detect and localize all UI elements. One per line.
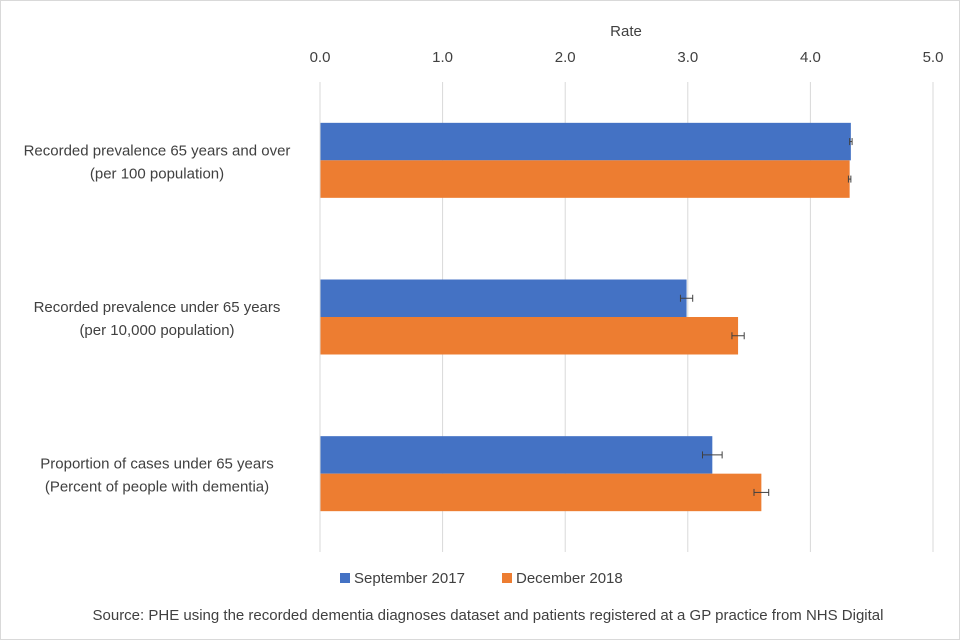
category-labels: Recorded prevalence 65 years and over (pe… bbox=[24, 142, 291, 495]
x-tick-label: 0.0 bbox=[310, 49, 331, 66]
category-label-line: Recorded prevalence 65 years and over bbox=[24, 142, 291, 159]
error-bar bbox=[847, 175, 852, 183]
error-bar bbox=[702, 451, 723, 459]
bar-september-2017 bbox=[320, 436, 713, 474]
bar-december-2018 bbox=[320, 317, 739, 355]
bar-december-2018 bbox=[320, 473, 762, 512]
x-tick-label: 3.0 bbox=[677, 49, 698, 66]
category-label-line: (per 100 population) bbox=[90, 165, 224, 182]
legend-item: December 2018 bbox=[502, 570, 623, 587]
error-bar bbox=[679, 294, 694, 302]
category-label-line: Recorded prevalence under 65 years bbox=[34, 299, 281, 316]
error-bars bbox=[679, 138, 853, 496]
x-tick-label: 2.0 bbox=[555, 49, 576, 66]
x-axis-title: Rate bbox=[610, 23, 642, 40]
error-bar bbox=[753, 488, 770, 496]
category-label-line: (per 10,000 population) bbox=[79, 322, 234, 339]
x-tick-label: 1.0 bbox=[432, 49, 453, 66]
category-label-line: Proportion of cases under 65 years bbox=[40, 456, 273, 473]
x-tick-label: 5.0 bbox=[923, 49, 944, 66]
legend-item: September 2017 bbox=[340, 570, 465, 587]
legend-label: September 2017 bbox=[354, 570, 465, 587]
source-note: Source: PHE using the recorded dementia … bbox=[93, 607, 884, 624]
category-label: Proportion of cases under 65 years (Perce… bbox=[40, 456, 273, 496]
legend-swatch bbox=[340, 573, 350, 583]
category-label: Recorded prevalence under 65 years (per 1… bbox=[34, 299, 281, 339]
legend: September 2017 December 2018 bbox=[340, 570, 623, 587]
bar-december-2018 bbox=[320, 160, 850, 198]
bars bbox=[320, 122, 851, 512]
category-label-line: (Percent of people with dementia) bbox=[45, 479, 269, 496]
bar-september-2017 bbox=[320, 279, 687, 317]
legend-label: December 2018 bbox=[516, 570, 623, 587]
error-bar bbox=[731, 332, 745, 340]
error-bar bbox=[849, 138, 853, 146]
legend-swatch bbox=[502, 573, 512, 583]
x-tick-labels: 0.0 1.0 2.0 3.0 4.0 5.0 bbox=[310, 49, 944, 66]
x-tick-label: 4.0 bbox=[800, 49, 821, 66]
bar-september-2017 bbox=[320, 122, 851, 161]
category-label: Recorded prevalence 65 years and over (pe… bbox=[24, 142, 291, 182]
